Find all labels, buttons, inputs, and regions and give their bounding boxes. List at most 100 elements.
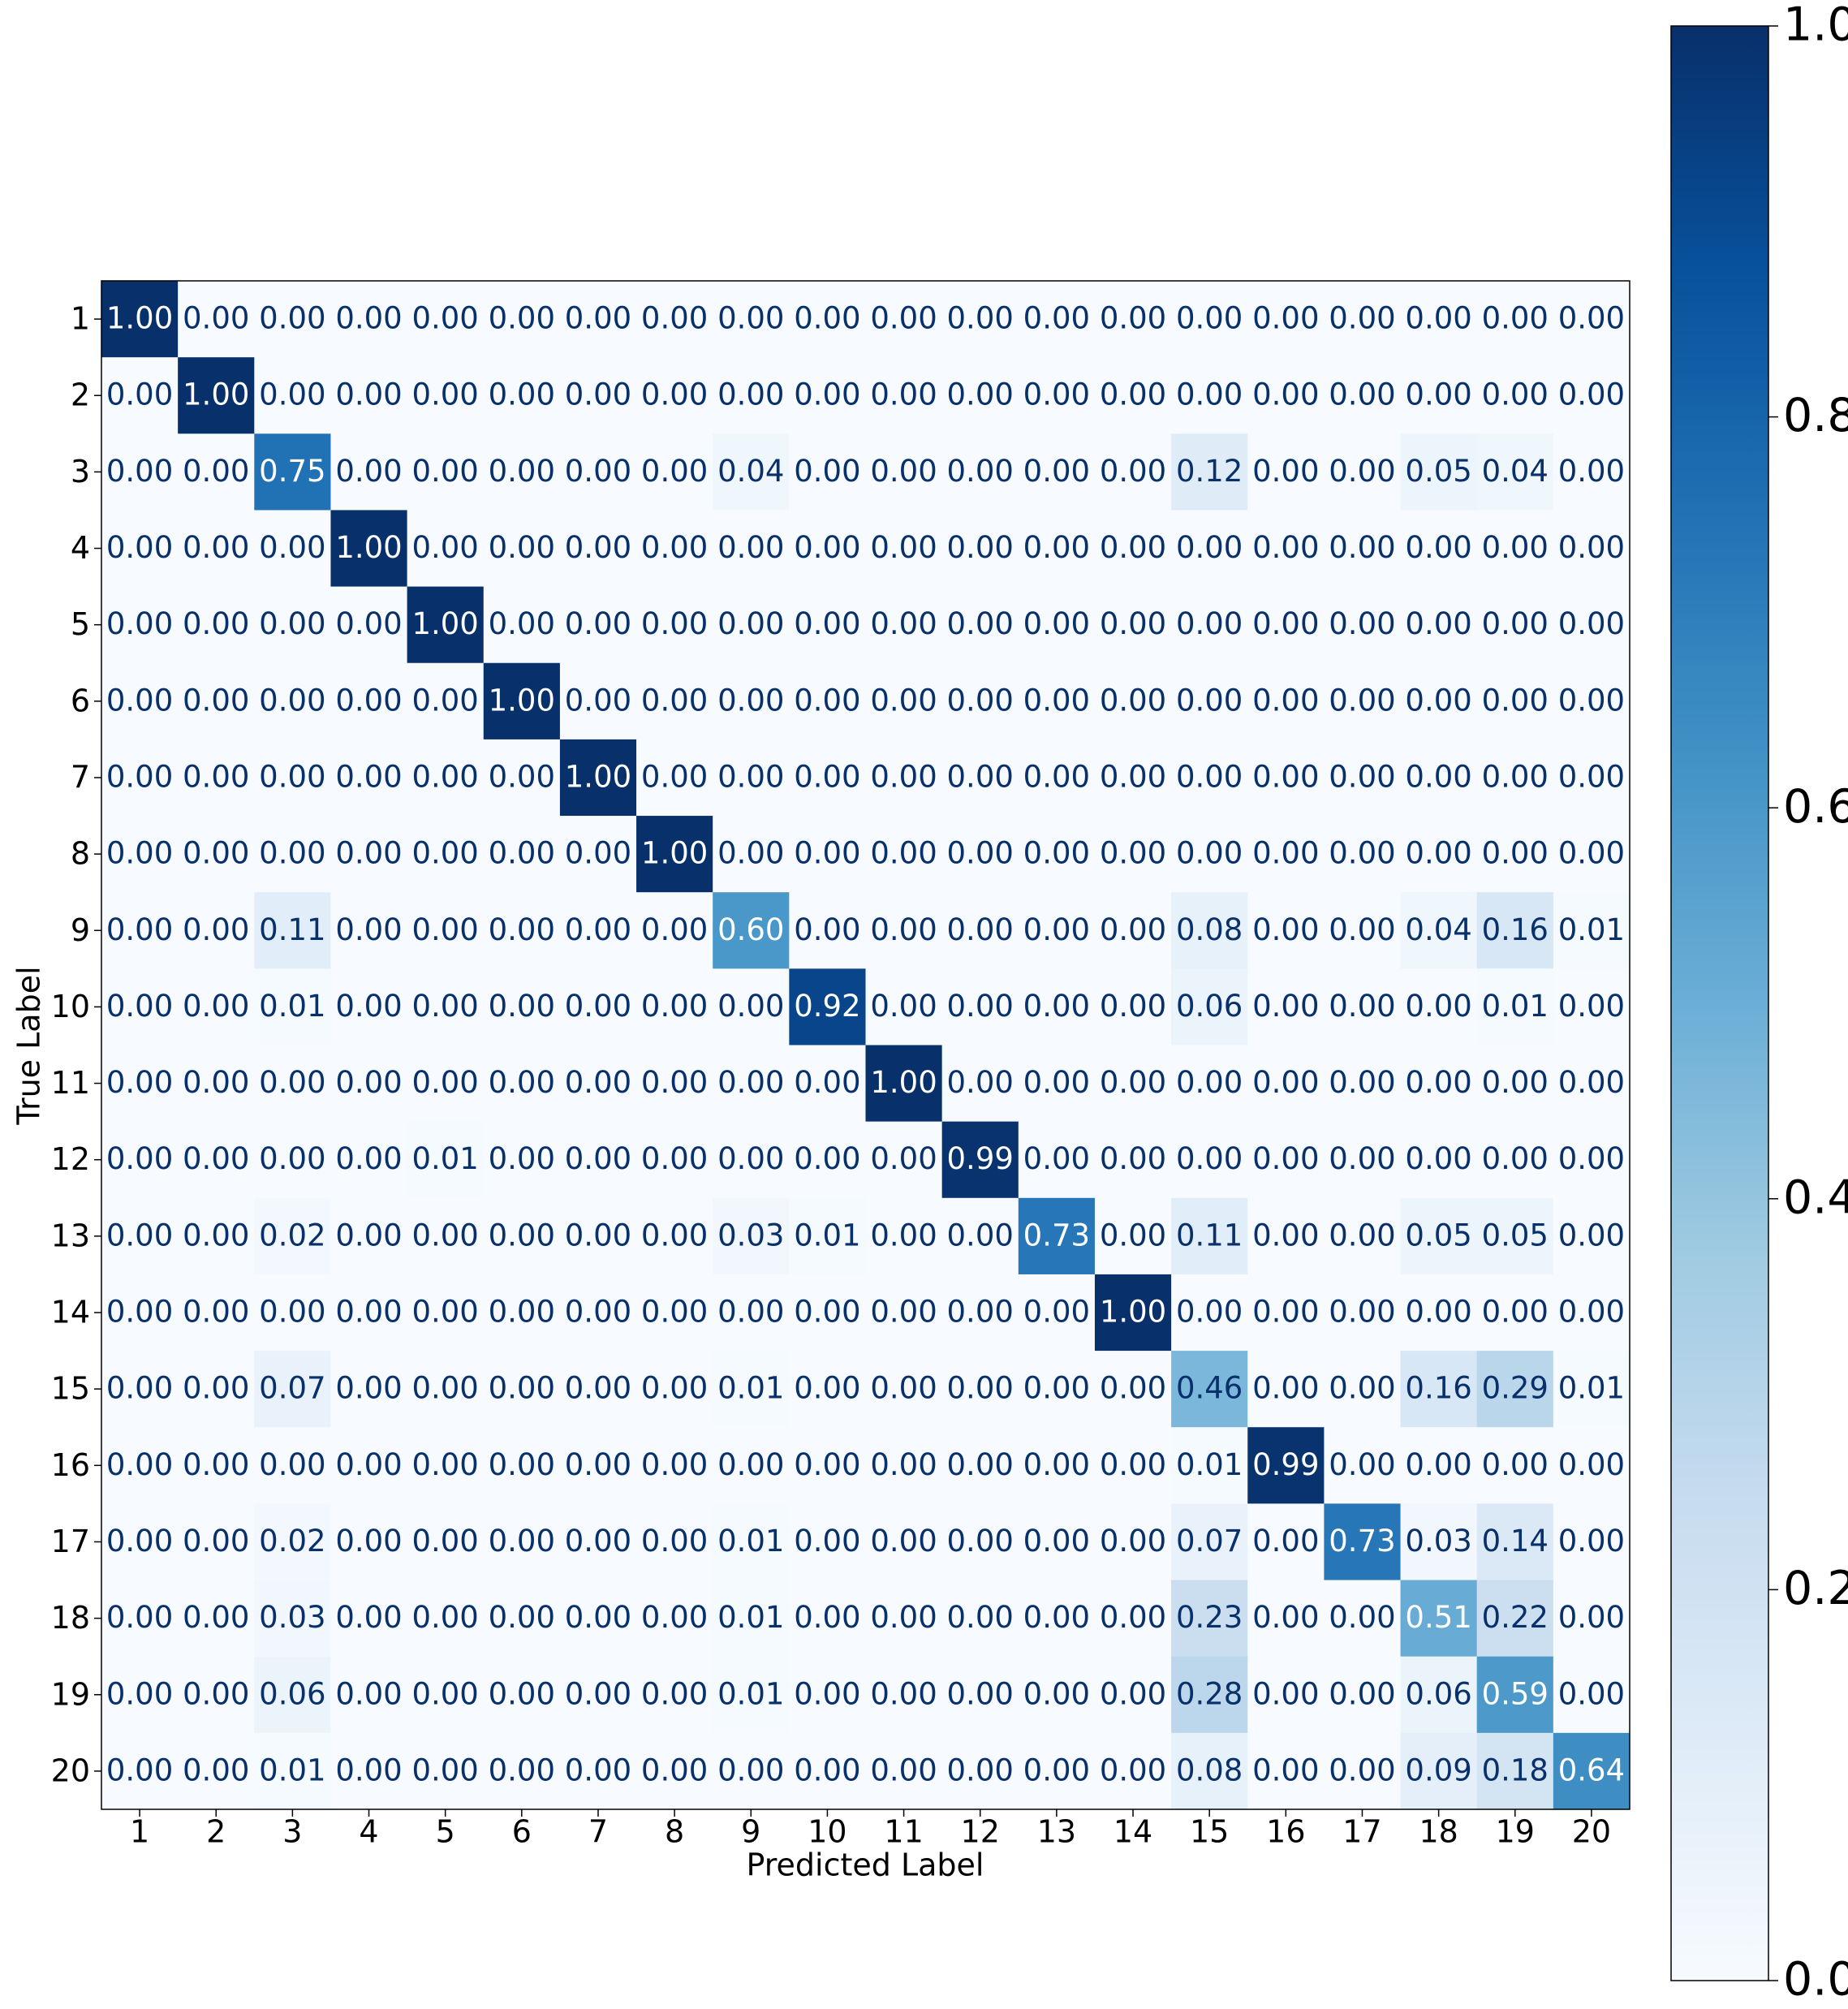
cell-label: 0.00 <box>870 1676 937 1711</box>
cell <box>178 510 255 588</box>
cell-label: 0.00 <box>489 1524 555 1558</box>
cell-label: 0.00 <box>106 912 173 947</box>
cell-label: 0.00 <box>1558 1524 1625 1558</box>
cell <box>1171 892 1248 969</box>
cell <box>407 1427 485 1504</box>
cell <box>636 662 713 740</box>
cell-label: 0.00 <box>489 1600 555 1635</box>
cell-label: 0.00 <box>947 1524 1014 1558</box>
cell-label: 0.00 <box>565 301 631 336</box>
cell-label: 0.00 <box>794 377 860 412</box>
cell-label: 0.00 <box>794 912 860 947</box>
cell-label: 0.00 <box>411 1218 478 1252</box>
cell <box>713 357 790 434</box>
cell <box>1018 281 1096 358</box>
cell-label: 0.00 <box>1100 1371 1166 1406</box>
cell-label: 0.64 <box>1558 1752 1625 1787</box>
y-tick-label: 1 <box>71 301 90 337</box>
cell <box>1553 1274 1630 1352</box>
cell-label: 0.00 <box>1558 836 1625 871</box>
cell <box>1553 816 1630 893</box>
cell <box>636 281 713 358</box>
cell-label: 0.00 <box>1482 683 1549 718</box>
cell-label: 0.00 <box>183 1371 249 1406</box>
cell-label: 0.18 <box>1482 1752 1549 1787</box>
cell <box>483 1503 561 1581</box>
cell-label: 0.00 <box>641 1752 708 1787</box>
cell <box>1171 1045 1248 1123</box>
cell <box>178 1351 255 1428</box>
cell <box>407 1503 485 1581</box>
cell <box>483 968 561 1045</box>
cell-label: 0.00 <box>1023 1447 1090 1482</box>
x-tick-label: 9 <box>741 1814 760 1850</box>
cell <box>1247 1351 1325 1428</box>
cell <box>1247 510 1325 588</box>
cell <box>941 1274 1019 1352</box>
cell <box>330 1045 408 1123</box>
cell <box>178 433 255 511</box>
x-tick-label: 14 <box>1114 1814 1152 1850</box>
cell <box>1553 586 1630 664</box>
cell-label: 0.00 <box>411 836 478 871</box>
cell <box>1324 510 1402 588</box>
cell-label: 0.00 <box>1405 1447 1471 1482</box>
cell-label: 0.00 <box>1405 1065 1471 1100</box>
cell <box>559 1121 637 1199</box>
cell-label: 0.00 <box>947 1065 1014 1100</box>
cell <box>407 968 485 1045</box>
cell <box>789 816 866 893</box>
cell <box>1018 1656 1096 1734</box>
cell-label: 0.01 <box>717 1371 784 1406</box>
cell <box>559 1197 637 1275</box>
cell-label: 0.00 <box>335 1524 402 1558</box>
cell-label: 0.00 <box>106 454 173 489</box>
cell <box>713 1503 790 1581</box>
cell <box>330 586 408 664</box>
cell-label: 0.00 <box>106 683 173 718</box>
cell-label: 0.00 <box>1023 1524 1090 1558</box>
cell-label: 0.00 <box>947 454 1014 489</box>
cell-label: 0.00 <box>489 1065 555 1100</box>
cell-label: 0.00 <box>641 1447 708 1482</box>
cell <box>407 1580 485 1658</box>
cell <box>1476 433 1554 511</box>
cell-label: 0.00 <box>1023 377 1090 412</box>
cell <box>1476 1351 1554 1428</box>
cell <box>865 1197 943 1275</box>
cell <box>941 1121 1019 1199</box>
cell <box>330 1274 408 1352</box>
cell <box>636 1274 713 1352</box>
cell-label: 0.00 <box>411 759 478 794</box>
cell <box>1247 1656 1325 1734</box>
cell-label: 0.00 <box>1329 989 1395 1024</box>
y-tick-label: 18 <box>51 1600 90 1636</box>
cell <box>330 1656 408 1734</box>
cell <box>101 1351 179 1428</box>
cell-label: 0.00 <box>947 606 1014 641</box>
cell-label: 0.00 <box>1482 1065 1549 1100</box>
cell-label: 0.00 <box>1100 836 1166 871</box>
cell <box>559 1274 637 1352</box>
cell <box>483 1580 561 1658</box>
cell-label: 0.00 <box>565 1295 631 1330</box>
y-tick-label: 19 <box>51 1676 90 1712</box>
cell <box>1018 816 1096 893</box>
cell <box>636 1197 713 1275</box>
cell <box>636 510 713 588</box>
cell <box>330 892 408 969</box>
cell <box>254 1197 331 1275</box>
y-tick-label: 2 <box>71 377 90 413</box>
x-tick-label: 7 <box>588 1814 608 1850</box>
cell-label: 0.00 <box>106 1141 173 1176</box>
cell <box>407 1121 485 1199</box>
cell-label: 0.00 <box>106 1524 173 1558</box>
cell <box>1324 433 1402 511</box>
cell <box>713 662 790 740</box>
cell <box>1400 281 1478 358</box>
cell-label: 0.00 <box>183 1600 249 1635</box>
cell <box>1324 662 1402 740</box>
cell <box>559 1427 637 1504</box>
cell-label: 0.00 <box>870 759 937 794</box>
